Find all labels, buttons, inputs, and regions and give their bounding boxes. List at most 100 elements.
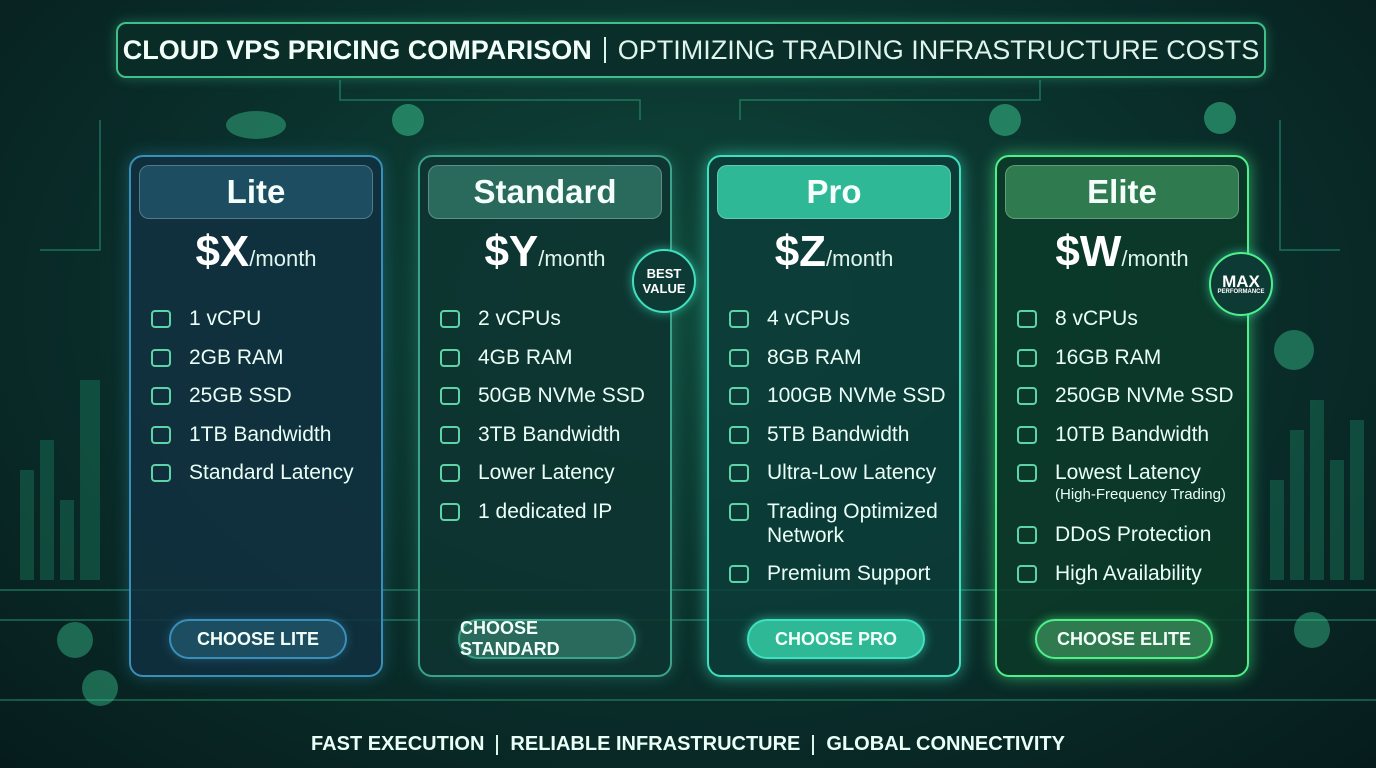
plan-card: Standard $Y/month BEST VALUE 2 vCPUs 4GB RAM…: [418, 155, 696, 677]
choose-button[interactable]: CHOOSE PRO: [747, 619, 925, 659]
feature: 100GB NVMe SSD: [767, 384, 957, 408]
feature-icon: [1017, 310, 1037, 328]
choose-button[interactable]: CHOOSE LITE: [169, 619, 347, 659]
price-amount: $Y: [484, 227, 539, 276]
feature: 25GB SSD: [189, 384, 379, 408]
badge: MAX PERFORMANCE: [1209, 252, 1273, 316]
badge-main: BEST VALUE: [642, 266, 686, 296]
feature: 10TB Bandwidth: [1055, 423, 1245, 447]
feature-text: High Availability: [1055, 561, 1202, 585]
feature-icon: [1017, 425, 1037, 444]
feature-icon: [151, 425, 171, 444]
separator: [496, 734, 499, 755]
feature-icon: [440, 387, 460, 405]
feature: 8GB RAM: [767, 346, 957, 370]
feature: 2 vCPUs: [478, 307, 668, 331]
feature-text: 1 dedicated IP: [478, 499, 613, 523]
feature-text: DDoS Protection: [1055, 523, 1212, 546]
price-period: /month: [249, 246, 317, 271]
feature: 5TB Bandwidth: [767, 423, 957, 447]
choose-button[interactable]: CHOOSE ELITE: [1035, 619, 1213, 659]
badge: BEST VALUE: [632, 249, 696, 313]
feature: Trading Optimized Network: [767, 500, 947, 548]
plan-card: Elite $W/month MAX PERFORMANCE 8 vCPUs 16GB R…: [995, 155, 1273, 677]
price: $Z/month: [709, 227, 959, 277]
title-bold: CLOUD VPS PRICING COMPARISON: [122, 34, 592, 65]
price: $X/month: [131, 227, 381, 277]
plan-name: Lite: [139, 165, 373, 219]
feature-text: 100GB NVMe SSD: [767, 384, 946, 407]
feature-text: 4GB RAM: [478, 345, 573, 369]
badge-sub: PERFORMANCE: [1217, 288, 1265, 295]
feature: 1 dedicated IP: [478, 500, 668, 524]
feature: 2GB RAM: [189, 346, 379, 370]
feature-icon: [729, 348, 749, 367]
feature-text: 25GB SSD: [189, 384, 292, 407]
feature-icon: [151, 310, 171, 328]
feature: Ultra-Low Latency: [767, 461, 957, 485]
plan-card: Pro $Z/month 4 vCPUs 8GB RAM 100GB NVMe SSD 5…: [707, 155, 961, 677]
feature-icon: [729, 387, 749, 405]
feature-icon: [729, 502, 749, 521]
price: $W/month: [997, 227, 1247, 277]
price-period: /month: [538, 246, 606, 271]
header: CLOUD VPS PRICING COMPARISON OPTIMIZING …: [116, 22, 1266, 78]
feature: 1 vCPU: [189, 307, 379, 331]
separator: [812, 734, 815, 755]
feature-icon: [151, 387, 171, 405]
footer-item: GLOBAL CONNECTIVITY: [826, 733, 1065, 755]
feature: 250GB NVMe SSD: [1055, 384, 1245, 408]
footer: FAST EXECUTION RELIABLE INFRASTRUCTURE GLO…: [0, 733, 1376, 756]
feature: Standard Latency: [189, 461, 379, 485]
feature-icon: [729, 464, 749, 482]
feature: 3TB Bandwidth: [478, 423, 668, 447]
feature-icon: [729, 564, 749, 583]
feature-text: 10TB Bandwidth: [1055, 422, 1210, 446]
feature-text: Premium Support: [767, 561, 931, 585]
footer-item: FAST EXECUTION: [311, 733, 485, 755]
feature-text: Standard Latency: [189, 461, 354, 484]
price-amount: $W: [1055, 227, 1122, 276]
feature-text: 8 vCPUs: [1055, 307, 1138, 330]
feature-icon: [440, 502, 460, 521]
plan-name: Standard: [428, 165, 662, 219]
price-amount: $Z: [774, 227, 827, 276]
feature-text: 50GB NVMe SSD: [478, 384, 645, 407]
feature-icon: [1017, 464, 1037, 482]
feature-text: 3TB Bandwidth: [478, 422, 621, 446]
price-period: /month: [826, 246, 894, 271]
feature: 50GB NVMe SSD: [478, 384, 668, 408]
feature-icon: [440, 464, 460, 482]
title-light: OPTIMIZING TRADING INFRASTRUCTURE COSTS: [617, 34, 1260, 65]
feature-text: 8GB RAM: [767, 345, 862, 369]
price-amount: $X: [195, 227, 250, 276]
feature-icon: [151, 464, 171, 482]
feature-text: 1 vCPU: [189, 307, 262, 330]
feature-text: 4 vCPUs: [767, 307, 850, 330]
feature: 8 vCPUs: [1055, 307, 1245, 331]
feature-icon: [440, 310, 460, 328]
feature-icon: [1017, 564, 1037, 583]
feature-text: 250GB NVMe SSD: [1055, 384, 1234, 407]
feature-icon: [729, 310, 749, 328]
feature-text: 2GB RAM: [189, 345, 284, 369]
price: $Y/month: [420, 227, 670, 277]
plan-name: Pro: [717, 165, 951, 219]
choose-button[interactable]: CHOOSE STANDARD: [458, 618, 636, 659]
feature-text: 1TB Bandwidth: [189, 422, 332, 446]
footer-item: RELIABLE INFRASTRUCTURE: [510, 733, 801, 755]
feature-text: Ultra-Low Latency: [767, 461, 937, 484]
feature-icon: [729, 425, 749, 444]
feature-text: Lower Latency: [478, 461, 615, 484]
feature: 4GB RAM: [478, 346, 668, 370]
feature-text: 5TB Bandwidth: [767, 422, 910, 446]
feature: 16GB RAM: [1055, 346, 1245, 370]
feature-text: Lowest Latency: [1055, 461, 1201, 484]
separator: [603, 37, 606, 63]
feature-icon: [1017, 526, 1037, 544]
price-period: /month: [1121, 246, 1189, 271]
feature-sub: (High-Frequency Trading): [1055, 486, 1226, 503]
plan-name: Elite: [1005, 165, 1239, 219]
